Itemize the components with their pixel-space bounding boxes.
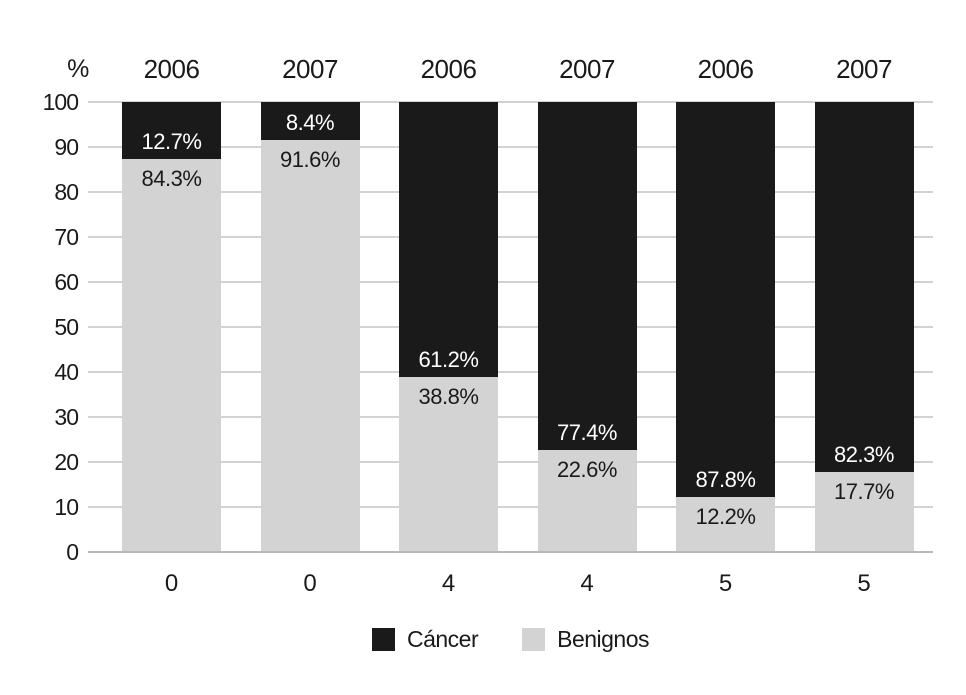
legend: Cáncer Benignos — [88, 626, 933, 653]
bar-column-1: 8.4% 91.6% — [260, 102, 360, 552]
bar-segment-cancer-5: 82.3% — [814, 102, 914, 473]
benign-value-label-0: 84.3% — [141, 166, 202, 192]
gridline-100 — [88, 101, 933, 103]
gridline-30 — [88, 416, 933, 418]
legend-item-cancer: Cáncer — [371, 626, 479, 653]
y-tick-label-60: 60 — [54, 269, 79, 295]
bar-segment-cancer-1: 8.4% — [260, 102, 360, 140]
gridline-70 — [88, 236, 933, 238]
y-tick-label-100: 100 — [42, 89, 79, 115]
bar-column-2: 61.2% 38.8% — [399, 102, 498, 552]
benign-value-label-3: 22.6% — [557, 457, 617, 483]
bar-segment-cancer-2: 61.2% — [399, 102, 498, 378]
legend-item-benignos: Benignos — [522, 626, 650, 653]
cancer-value-label-1: 8.4% — [285, 109, 335, 135]
bar-segment-benign-5: 17.7% — [814, 472, 914, 552]
y-tick-label-10: 10 — [54, 494, 79, 520]
gridline-40 — [88, 371, 933, 373]
gridline-10 — [88, 506, 933, 508]
bar-segment-benign-2: 38.8% — [399, 377, 498, 552]
gridline-90 — [88, 146, 933, 148]
y-tick-label-50: 50 — [54, 314, 79, 340]
y-axis-title: % — [67, 55, 89, 83]
bar-column-4: 87.8% 12.2% — [676, 102, 775, 552]
y-tick-label-40: 40 — [54, 359, 79, 385]
y-tick-label-90: 90 — [54, 134, 79, 160]
benign-value-label-4: 12.2% — [695, 504, 756, 530]
cancer-value-label-5: 82.3% — [834, 442, 894, 468]
legend-label-benignos: Benignos — [557, 626, 650, 652]
year-label-4: 2006 — [697, 54, 754, 84]
bar-column-5: 82.3% 17.7% — [814, 102, 914, 552]
bar-segment-cancer-3: 77.4% — [537, 102, 637, 451]
x-tick-label-0: 0 — [164, 570, 179, 597]
year-label-2: 2006 — [420, 54, 477, 84]
legend-label-cancer: Cáncer — [406, 626, 479, 652]
benign-value-label-5: 17.7% — [834, 479, 894, 505]
y-tick-label-30: 30 — [54, 404, 79, 430]
bar-column-3: 77.4% 22.6% — [537, 102, 637, 552]
benign-value-label-2: 38.8% — [418, 384, 479, 410]
bar-segment-benign-1: 91.6% — [260, 139, 360, 552]
cancer-value-label-3: 77.4% — [557, 420, 617, 446]
x-tick-label-4: 5 — [718, 570, 733, 597]
y-tick-label-0: 0 — [66, 539, 79, 565]
bar-column-0: 12.7% 84.3% — [122, 102, 221, 552]
benign-value-label-1: 91.6% — [280, 146, 340, 172]
gridline-80 — [88, 191, 933, 193]
bar-segment-cancer-0: 12.7% — [122, 102, 221, 160]
plot-area: 12.7% 84.3% 8.4% 91.6% 61.2% 38.8% 77.4% 22.6% 8… — [88, 101, 933, 553]
y-tick-label-70: 70 — [54, 224, 79, 250]
bar-segment-cancer-4: 87.8% — [676, 102, 775, 498]
gridline-50 — [88, 326, 933, 328]
x-tick-label-1: 0 — [303, 570, 317, 597]
cancer-value-label-4: 87.8% — [695, 467, 756, 493]
x-axis-baseline — [88, 551, 933, 553]
bar-segment-benign-4: 12.2% — [676, 497, 775, 552]
year-label-3: 2007 — [559, 54, 615, 84]
y-tick-label-20: 20 — [54, 449, 79, 475]
x-tick-label-5: 5 — [857, 570, 871, 597]
year-label-0: 2006 — [143, 54, 200, 84]
y-tick-label-80: 80 — [54, 179, 79, 205]
x-tick-label-3: 4 — [580, 570, 594, 597]
x-tick-label-2: 4 — [441, 570, 456, 597]
year-label-5: 2007 — [836, 54, 892, 84]
cancer-value-label-0: 12.7% — [141, 129, 202, 155]
bar-segment-benign-0: 84.3% — [122, 159, 221, 552]
legend-swatch-benignos — [522, 628, 546, 651]
bar-segment-benign-3: 22.6% — [537, 450, 637, 552]
year-label-1: 2007 — [282, 54, 338, 84]
legend-swatch-cancer — [371, 628, 395, 651]
gridline-20 — [88, 461, 933, 463]
cancer-value-label-2: 61.2% — [418, 347, 479, 373]
gridline-60 — [88, 281, 933, 283]
